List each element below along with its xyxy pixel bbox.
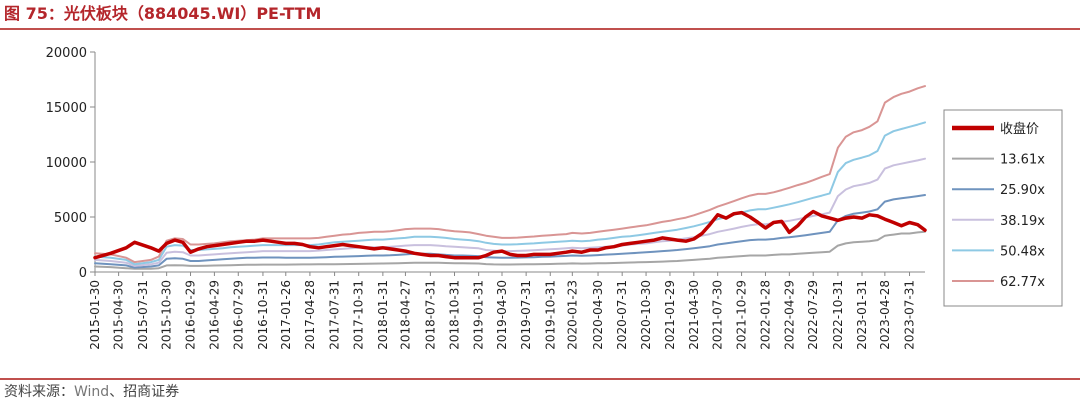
title-divider [0,28,1080,30]
legend-label: 13.61x [1000,153,1045,168]
x-tick-label: 2018-01-31 [376,280,390,350]
x-tick-label: 2021-07-30 [711,280,725,350]
figure-title: 图 75：光伏板块（884045.WI）PE-TTM [4,4,322,23]
x-tick-label: 2016-10-31 [256,280,270,350]
x-tick-label: 2017-10-31 [352,280,366,350]
y-tick-label: 5000 [54,211,87,226]
x-tick-label: 2020-07-31 [615,280,629,350]
x-tick-label: 2021-01-29 [663,280,677,350]
x-tick-label: 2015-01-30 [88,280,102,350]
x-tick-label: 2016-04-29 [207,280,221,350]
pe-ttm-chart: 0 5000 10000 15000 20000 2015-01-30 2015-04-3… [46,46,1063,350]
y-tick-label: 20000 [46,46,87,61]
series-line-3 [94,157,926,267]
x-tick-label: 2017-07-31 [328,280,342,350]
y-tick-label: 15000 [46,101,87,116]
x-tick-label: 2018-07-31 [423,280,437,350]
x-tick-label: 2022-04-29 [782,280,796,350]
legend-box [943,109,1063,307]
series-line-4 [94,121,926,266]
series-lines [93,85,927,270]
x-tick-label: 2023-04-28 [878,280,892,350]
x-tick-label: 2022-07-29 [806,280,820,350]
x-tick-label: 2015-07-31 [136,280,150,350]
legend-label: 38.19x [1000,214,1045,229]
x-tick-label: 2016-07-29 [231,280,245,350]
source-suffix: 、招商证券 [109,384,180,400]
series-line-2 [94,194,926,269]
legend-label: 收盘价 [1000,121,1039,137]
x-tick-label: 2018-04-27 [398,280,412,350]
x-tick-label: 2015-04-30 [112,280,126,350]
x-tick-label: 2015-10-30 [160,280,174,350]
legend: 收盘价 13.61x 25.90x 38.19x 50.48x 62.77x [943,109,1063,307]
legend-label: 50.48x [1000,244,1045,259]
x-tick-label: 2023-07-31 [903,280,917,350]
x-tick-label: 2019-10-31 [543,280,557,350]
x-tick-label: 2021-04-30 [687,280,701,350]
source-note: 资料来源：Wind、招商证券 [4,382,179,402]
x-tick-label: 2020-10-30 [639,280,653,350]
x-tick-label: 2016-01-29 [184,280,198,350]
x-tick-label: 2022-01-28 [758,280,772,350]
x-tick-label: 2019-04-30 [495,280,509,350]
x-tick-label: 2020-01-23 [565,280,579,350]
x-tick-label: 2018-10-31 [448,280,462,350]
x-tick-label: 2017-04-28 [303,280,317,350]
x-tick-label: 2017-01-26 [279,280,293,350]
x-tick-label: 2019-01-31 [472,280,486,350]
source-vendor: Wind [74,384,110,400]
series-line-0 [93,209,927,260]
legend-label: 62.77x [1000,275,1045,290]
x-tick-label: 2019-07-31 [519,280,533,350]
legend-label: 25.90x [1000,183,1045,198]
y-axis: 0 5000 10000 15000 20000 [46,46,96,281]
x-tick-label: 2021-10-29 [735,280,749,350]
x-tick-label: 2020-04-30 [591,280,605,350]
footer-divider [0,378,1080,380]
x-tick-label: 2022-10-31 [831,280,845,350]
x-axis: 2015-01-30 2015-04-30 2015-07-31 2015-10-30… [88,271,925,350]
x-tick-label: 2023-01-31 [855,280,869,350]
series-line-1 [94,230,926,270]
source-prefix: 资料来源： [4,384,74,400]
y-tick-label: 0 [79,266,87,281]
y-tick-label: 10000 [46,156,87,171]
